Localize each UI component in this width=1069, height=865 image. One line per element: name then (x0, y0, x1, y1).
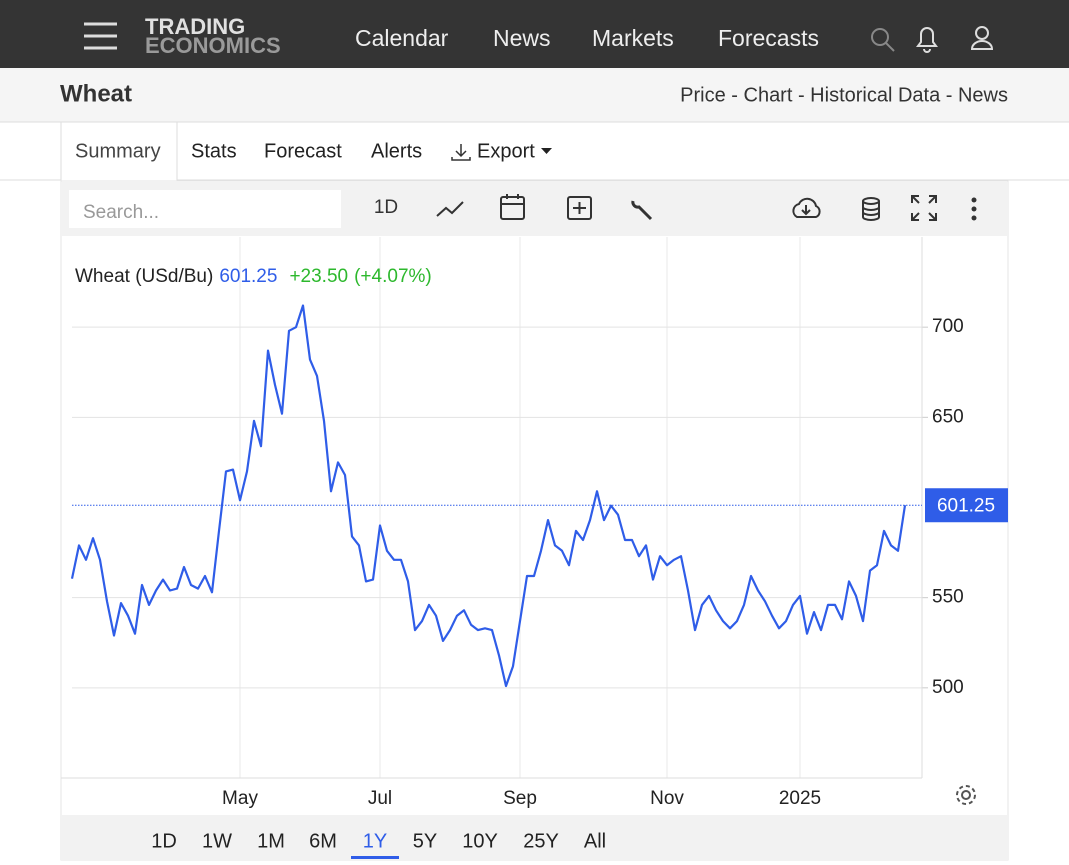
calendar-icon[interactable] (500, 194, 525, 220)
export-icon[interactable] (451, 144, 471, 161)
range-button[interactable]: 5Y (413, 830, 437, 852)
nav-link[interactable]: Calendar (355, 25, 449, 51)
price-line (70, 304, 907, 688)
range-button[interactable]: 10Y (462, 830, 498, 852)
legend-change: +23.50 (289, 266, 348, 287)
active-tab (60, 121, 178, 183)
search-placeholder[interactable]: Search... (83, 202, 159, 223)
tab[interactable]: Summary (75, 140, 161, 162)
range-button[interactable]: 25Y (523, 830, 559, 852)
x-tick-label: Jul (368, 788, 392, 809)
x-tick-label: Nov (650, 788, 684, 809)
legend-name: Wheat (USd/Bu) (75, 266, 213, 287)
range-button[interactable]: 1Y (363, 830, 387, 852)
range-button[interactable]: 1W (202, 830, 232, 852)
wrench-icon[interactable] (631, 200, 653, 221)
last-price-tag (925, 488, 1008, 523)
fullscreen-icon[interactable] (911, 195, 937, 221)
y-tick-label: 500 (932, 677, 964, 698)
range-button[interactable]: 6M (309, 830, 337, 852)
search-box[interactable] (69, 190, 341, 228)
page-title: Wheat (60, 80, 132, 107)
toolbar-icons (436, 194, 937, 221)
tab[interactable]: Stats (191, 140, 237, 162)
x-tick-label: May (222, 788, 258, 809)
legend-change-pct: (+4.07%) (354, 266, 432, 287)
interval-button[interactable]: 1D (374, 197, 398, 218)
database-icon[interactable] (862, 197, 880, 221)
chart-panel (60, 180, 1009, 861)
add-indicator-icon[interactable] (567, 196, 592, 220)
x-tick-label: Sep (503, 788, 537, 809)
nav-link[interactable]: News (493, 25, 551, 51)
settings-icon[interactable] (956, 785, 976, 805)
range-button[interactable]: 1M (257, 830, 285, 852)
x-tick-label: 2025 (779, 788, 821, 809)
top-bar (0, 0, 1069, 68)
legend-value: 601.25 (219, 266, 277, 287)
sub-links[interactable]: Price - Chart - Historical Data - News (680, 84, 1008, 106)
range-button[interactable]: All (584, 830, 606, 852)
nav-link[interactable]: Markets (592, 25, 674, 51)
y-tick-label: 550 (932, 587, 964, 608)
menu-icon[interactable] (84, 22, 117, 50)
search-icon[interactable] (871, 28, 895, 52)
tab[interactable]: Alerts (371, 140, 422, 162)
last-price-label: 601.25 (937, 495, 995, 516)
logo[interactable]: TRADING (145, 14, 245, 39)
tab[interactable]: Forecast (264, 140, 342, 162)
active-range-underline (351, 856, 399, 859)
y-tick-label: 650 (932, 406, 964, 427)
nav-link[interactable]: Forecasts (718, 25, 819, 51)
more-icon[interactable] (971, 197, 977, 221)
logo[interactable]: ECONOMICS (145, 33, 281, 58)
bell-icon[interactable] (916, 27, 938, 53)
range-bar (61, 815, 1008, 860)
sub-bar (0, 68, 1069, 122)
range-button[interactable]: 1D (151, 830, 177, 852)
download-icon[interactable] (792, 197, 821, 218)
y-tick-label: 700 (932, 316, 964, 337)
line-type-icon[interactable] (436, 201, 464, 217)
tab[interactable]: Export (477, 140, 535, 162)
export-caret[interactable] (541, 148, 552, 154)
user-icon[interactable] (970, 26, 994, 50)
